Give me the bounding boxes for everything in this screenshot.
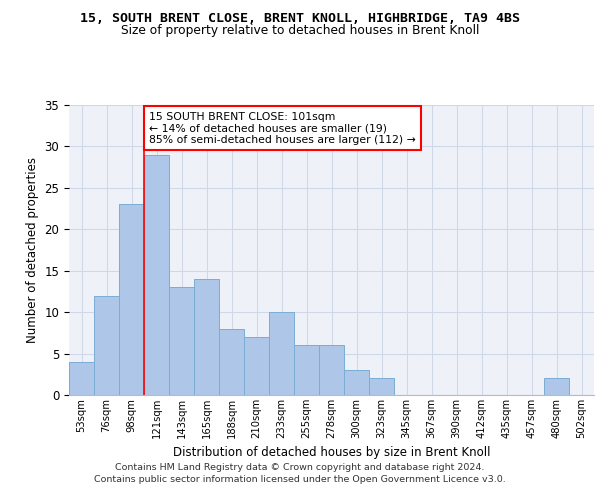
Bar [344,370,369,395]
Text: Contains public sector information licensed under the Open Government Licence v3: Contains public sector information licen… [94,475,506,484]
Bar [269,312,294,395]
Bar [119,204,144,395]
Bar [169,288,194,395]
Bar [144,154,169,395]
Bar [319,346,344,395]
X-axis label: Distribution of detached houses by size in Brent Knoll: Distribution of detached houses by size … [173,446,490,460]
Text: Size of property relative to detached houses in Brent Knoll: Size of property relative to detached ho… [121,24,479,37]
Text: Contains HM Land Registry data © Crown copyright and database right 2024.: Contains HM Land Registry data © Crown c… [115,464,485,472]
Bar [244,337,269,395]
Text: 15 SOUTH BRENT CLOSE: 101sqm
← 14% of detached houses are smaller (19)
85% of se: 15 SOUTH BRENT CLOSE: 101sqm ← 14% of de… [149,112,416,145]
Bar [69,362,94,395]
Bar [94,296,119,395]
Bar [294,346,319,395]
Bar [194,279,219,395]
Bar [544,378,569,395]
Text: 15, SOUTH BRENT CLOSE, BRENT KNOLL, HIGHBRIDGE, TA9 4BS: 15, SOUTH BRENT CLOSE, BRENT KNOLL, HIGH… [80,12,520,26]
Bar [369,378,394,395]
Bar [219,328,244,395]
Y-axis label: Number of detached properties: Number of detached properties [26,157,39,343]
